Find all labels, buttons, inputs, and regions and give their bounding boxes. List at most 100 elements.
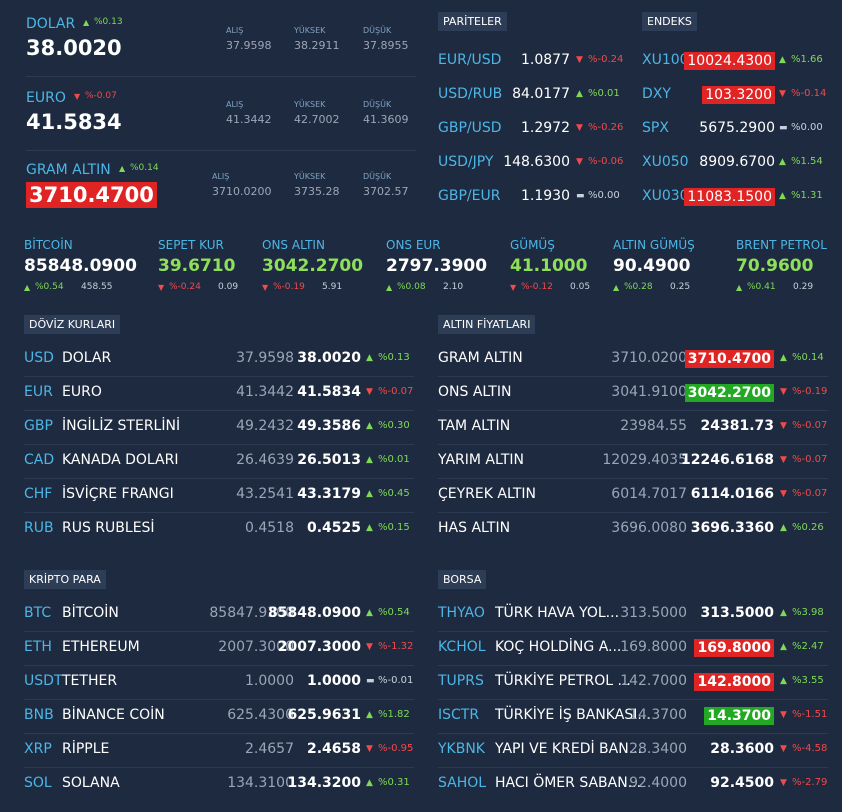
- name: GRAM ALTIN: [438, 350, 523, 366]
- name: DOLAR: [62, 350, 112, 366]
- row-separator: [438, 444, 828, 445]
- sell: 24381.73: [700, 418, 774, 434]
- change: %-0.14: [791, 88, 827, 99]
- strip-price: 3042.2700: [262, 256, 364, 276]
- trend-arrow: ▼: [780, 744, 787, 754]
- change: %-0.19: [273, 282, 305, 292]
- buy: 43.2541: [236, 486, 294, 502]
- change: %3.98: [792, 607, 824, 618]
- change: %-0.07: [85, 91, 117, 101]
- stat-value: 3702.57: [363, 185, 409, 198]
- name: YAPI VE KREDİ BAN...: [495, 741, 643, 757]
- strip-diff: 0.29: [793, 282, 814, 292]
- instrument-name: XU100: [642, 52, 689, 68]
- change: %0.01: [378, 454, 410, 465]
- code: ISCTR: [438, 707, 480, 723]
- row-separator: [24, 376, 414, 377]
- row-separator: [24, 733, 414, 734]
- value: 103.3200: [702, 86, 775, 104]
- name: ÇEYREK ALTIN: [438, 486, 536, 502]
- code: USD: [24, 350, 54, 366]
- buy: 37.9598: [236, 350, 294, 366]
- trend-arrow: ▬: [366, 676, 375, 686]
- code: SAHOL: [438, 775, 487, 791]
- change: %0.31: [378, 777, 410, 788]
- row-separator: [438, 699, 828, 700]
- trend-arrow: ▼: [780, 778, 787, 788]
- instrument-name: USD/JPY: [438, 154, 494, 170]
- trend-arrow: ▼: [74, 92, 81, 101]
- currency-name: DOLAR: [26, 16, 76, 32]
- trend-arrow: ▲: [366, 455, 373, 465]
- row-separator: [24, 410, 414, 411]
- sell: 2007.3000: [277, 639, 361, 655]
- change: %0.28: [624, 282, 653, 292]
- trend-arrow: ▲: [366, 608, 373, 618]
- trend-arrow: ▲: [780, 523, 787, 533]
- trend-arrow: ▲: [366, 710, 373, 720]
- change: %1.66: [791, 54, 823, 65]
- name: ONS ALTIN: [438, 384, 512, 400]
- stat-label: ALIŞ: [226, 26, 244, 35]
- trend-arrow: ▲: [366, 523, 373, 533]
- trend-arrow: ▼: [780, 455, 787, 465]
- change: %0.30: [378, 420, 410, 431]
- instrument-name: USD/RUB: [438, 86, 503, 102]
- row-separator: [438, 410, 828, 411]
- sell: 26.5013: [297, 452, 361, 468]
- strip-diff: 0.25: [670, 282, 691, 292]
- stat-value: 41.3442: [226, 113, 272, 126]
- trend-arrow: ▼: [780, 710, 787, 720]
- strip-name: ALTIN GÜMÜŞ: [613, 238, 695, 252]
- stat-label: ALIŞ: [226, 100, 244, 109]
- strip-name: SEPET KUR: [158, 238, 224, 252]
- change: %0.00: [588, 190, 620, 201]
- change: %1.31: [791, 190, 823, 201]
- change: %-1.32: [378, 641, 414, 652]
- stat-label: YÜKSEK: [294, 26, 326, 35]
- buy: 313.5000: [620, 605, 687, 621]
- trend-arrow: ▲: [613, 283, 620, 292]
- name: RUS RUBLESİ: [62, 520, 155, 536]
- change: %-0.24: [169, 282, 201, 292]
- stat-value: 3710.0200: [212, 185, 272, 198]
- row-separator: [24, 767, 414, 768]
- row-separator: [438, 631, 828, 632]
- separator: [26, 150, 416, 151]
- change: %-0.26: [588, 122, 624, 133]
- code: ETH: [24, 639, 52, 655]
- change: %0.54: [378, 607, 410, 618]
- trend-arrow: ▲: [780, 353, 787, 363]
- name: EURO: [62, 384, 102, 400]
- strip-diff: 458.55: [81, 282, 113, 292]
- strip-diff: 2.10: [443, 282, 464, 292]
- trend-arrow: ▲: [386, 283, 393, 292]
- name: TÜRK HAVA YOL...: [495, 605, 620, 621]
- stat-value: 37.8955: [363, 39, 409, 52]
- trend-arrow: ▼: [576, 55, 583, 65]
- section-header: ENDEKS: [642, 12, 697, 31]
- code: TUPRS: [438, 673, 484, 689]
- row-separator: [438, 478, 828, 479]
- value: 148.6300: [503, 154, 570, 170]
- change: %-0.95: [378, 743, 414, 754]
- row-separator: [24, 512, 414, 513]
- value: 11083.1500: [684, 188, 775, 206]
- trend-arrow: ▲: [366, 421, 373, 431]
- trend-arrow: ▲: [576, 89, 583, 99]
- change: %0.13: [94, 17, 123, 27]
- change: %1.54: [791, 156, 823, 167]
- code: BTC: [24, 605, 52, 621]
- buy: 134.3100: [227, 775, 294, 791]
- change: %2.47: [792, 641, 824, 652]
- instrument-name: XU030: [642, 188, 689, 204]
- trend-arrow: ▼: [576, 123, 583, 133]
- trend-arrow: ▲: [366, 353, 373, 363]
- change: %-0.01: [378, 675, 414, 686]
- strip-price: 39.6710: [158, 256, 236, 276]
- trend-arrow: ▲: [736, 283, 743, 292]
- trend-arrow: ▼: [158, 283, 165, 292]
- row-separator: [438, 376, 828, 377]
- sell: 3042.2700: [684, 384, 774, 402]
- trend-arrow: ▼: [780, 489, 787, 499]
